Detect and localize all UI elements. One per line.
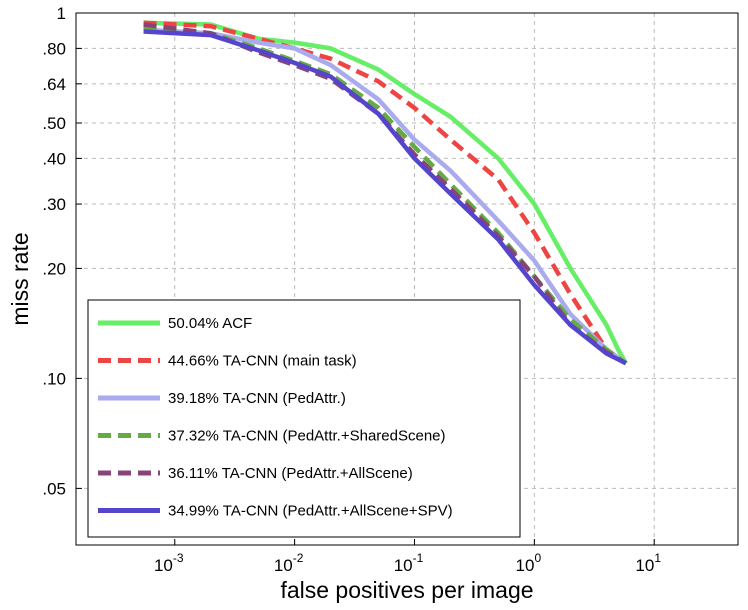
x-tick-base: 10 [394,556,413,575]
y-tick-label: .05 [42,479,66,498]
x-tick-exponent: 1 [654,551,661,565]
x-tick-exponent: -1 [413,551,424,565]
x-tick-exponent: 0 [534,551,541,565]
legend-box [87,299,521,538]
series-line-6 [143,29,627,366]
y-axis-label: miss rate [7,232,33,325]
legend-entry-label: 37.32% TA-CNN (PedAttr.+SharedScene) [168,428,446,445]
y-tick-label: .80 [42,39,66,58]
ticks: 10-3 10-2 10-1 100 1011.80.64.50.40.30.20.10… [42,4,661,575]
x-tick-base: 10 [635,556,654,575]
x-tick-exponent: -3 [173,551,184,565]
x-tick-base: 10 [516,556,535,575]
legend: 50.04% ACF 44.66% TA-CNN (main task) 39.18… [87,299,521,538]
legend-entry-label: 44.66% TA-CNN (main task) [168,353,357,370]
x-tick-exponent: -2 [293,551,304,565]
x-tick-label: 10-3 [154,551,184,575]
x-axis-label: false positives per image [280,577,533,603]
y-tick-label: .10 [42,369,66,388]
series-line-3 [143,27,628,366]
plot-frame [75,12,739,546]
legend-entry-label: 50.04% ACF [168,315,252,332]
y-tick-label: .40 [42,149,66,168]
series-line-4 [143,25,628,366]
series-line-2 [143,20,628,366]
y-tick-label: .20 [42,259,66,278]
x-tick-label: 10-1 [394,551,424,575]
x-tick-label: 101 [635,551,661,575]
y-tick-label: .50 [42,114,66,133]
x-tick-base: 10 [154,556,173,575]
x-tick-label: 100 [516,551,542,575]
x-tick-label: 10-2 [274,551,304,575]
series-layer [143,20,628,366]
legend-entry-label: 36.11% TA-CNN (PedAttr.+AllScene) [168,465,413,482]
legend-entry-label: 34.99% TA-CNN (PedAttr.+AllScene+SPV) [168,503,453,520]
x-tick-base: 10 [274,556,293,575]
y-tick-label: .30 [42,195,66,214]
y-tick-label: .64 [42,75,66,94]
legend-entry-label: 39.18% TA-CNN (PedAttr.) [168,390,346,407]
y-tick-label: 1 [57,4,66,23]
